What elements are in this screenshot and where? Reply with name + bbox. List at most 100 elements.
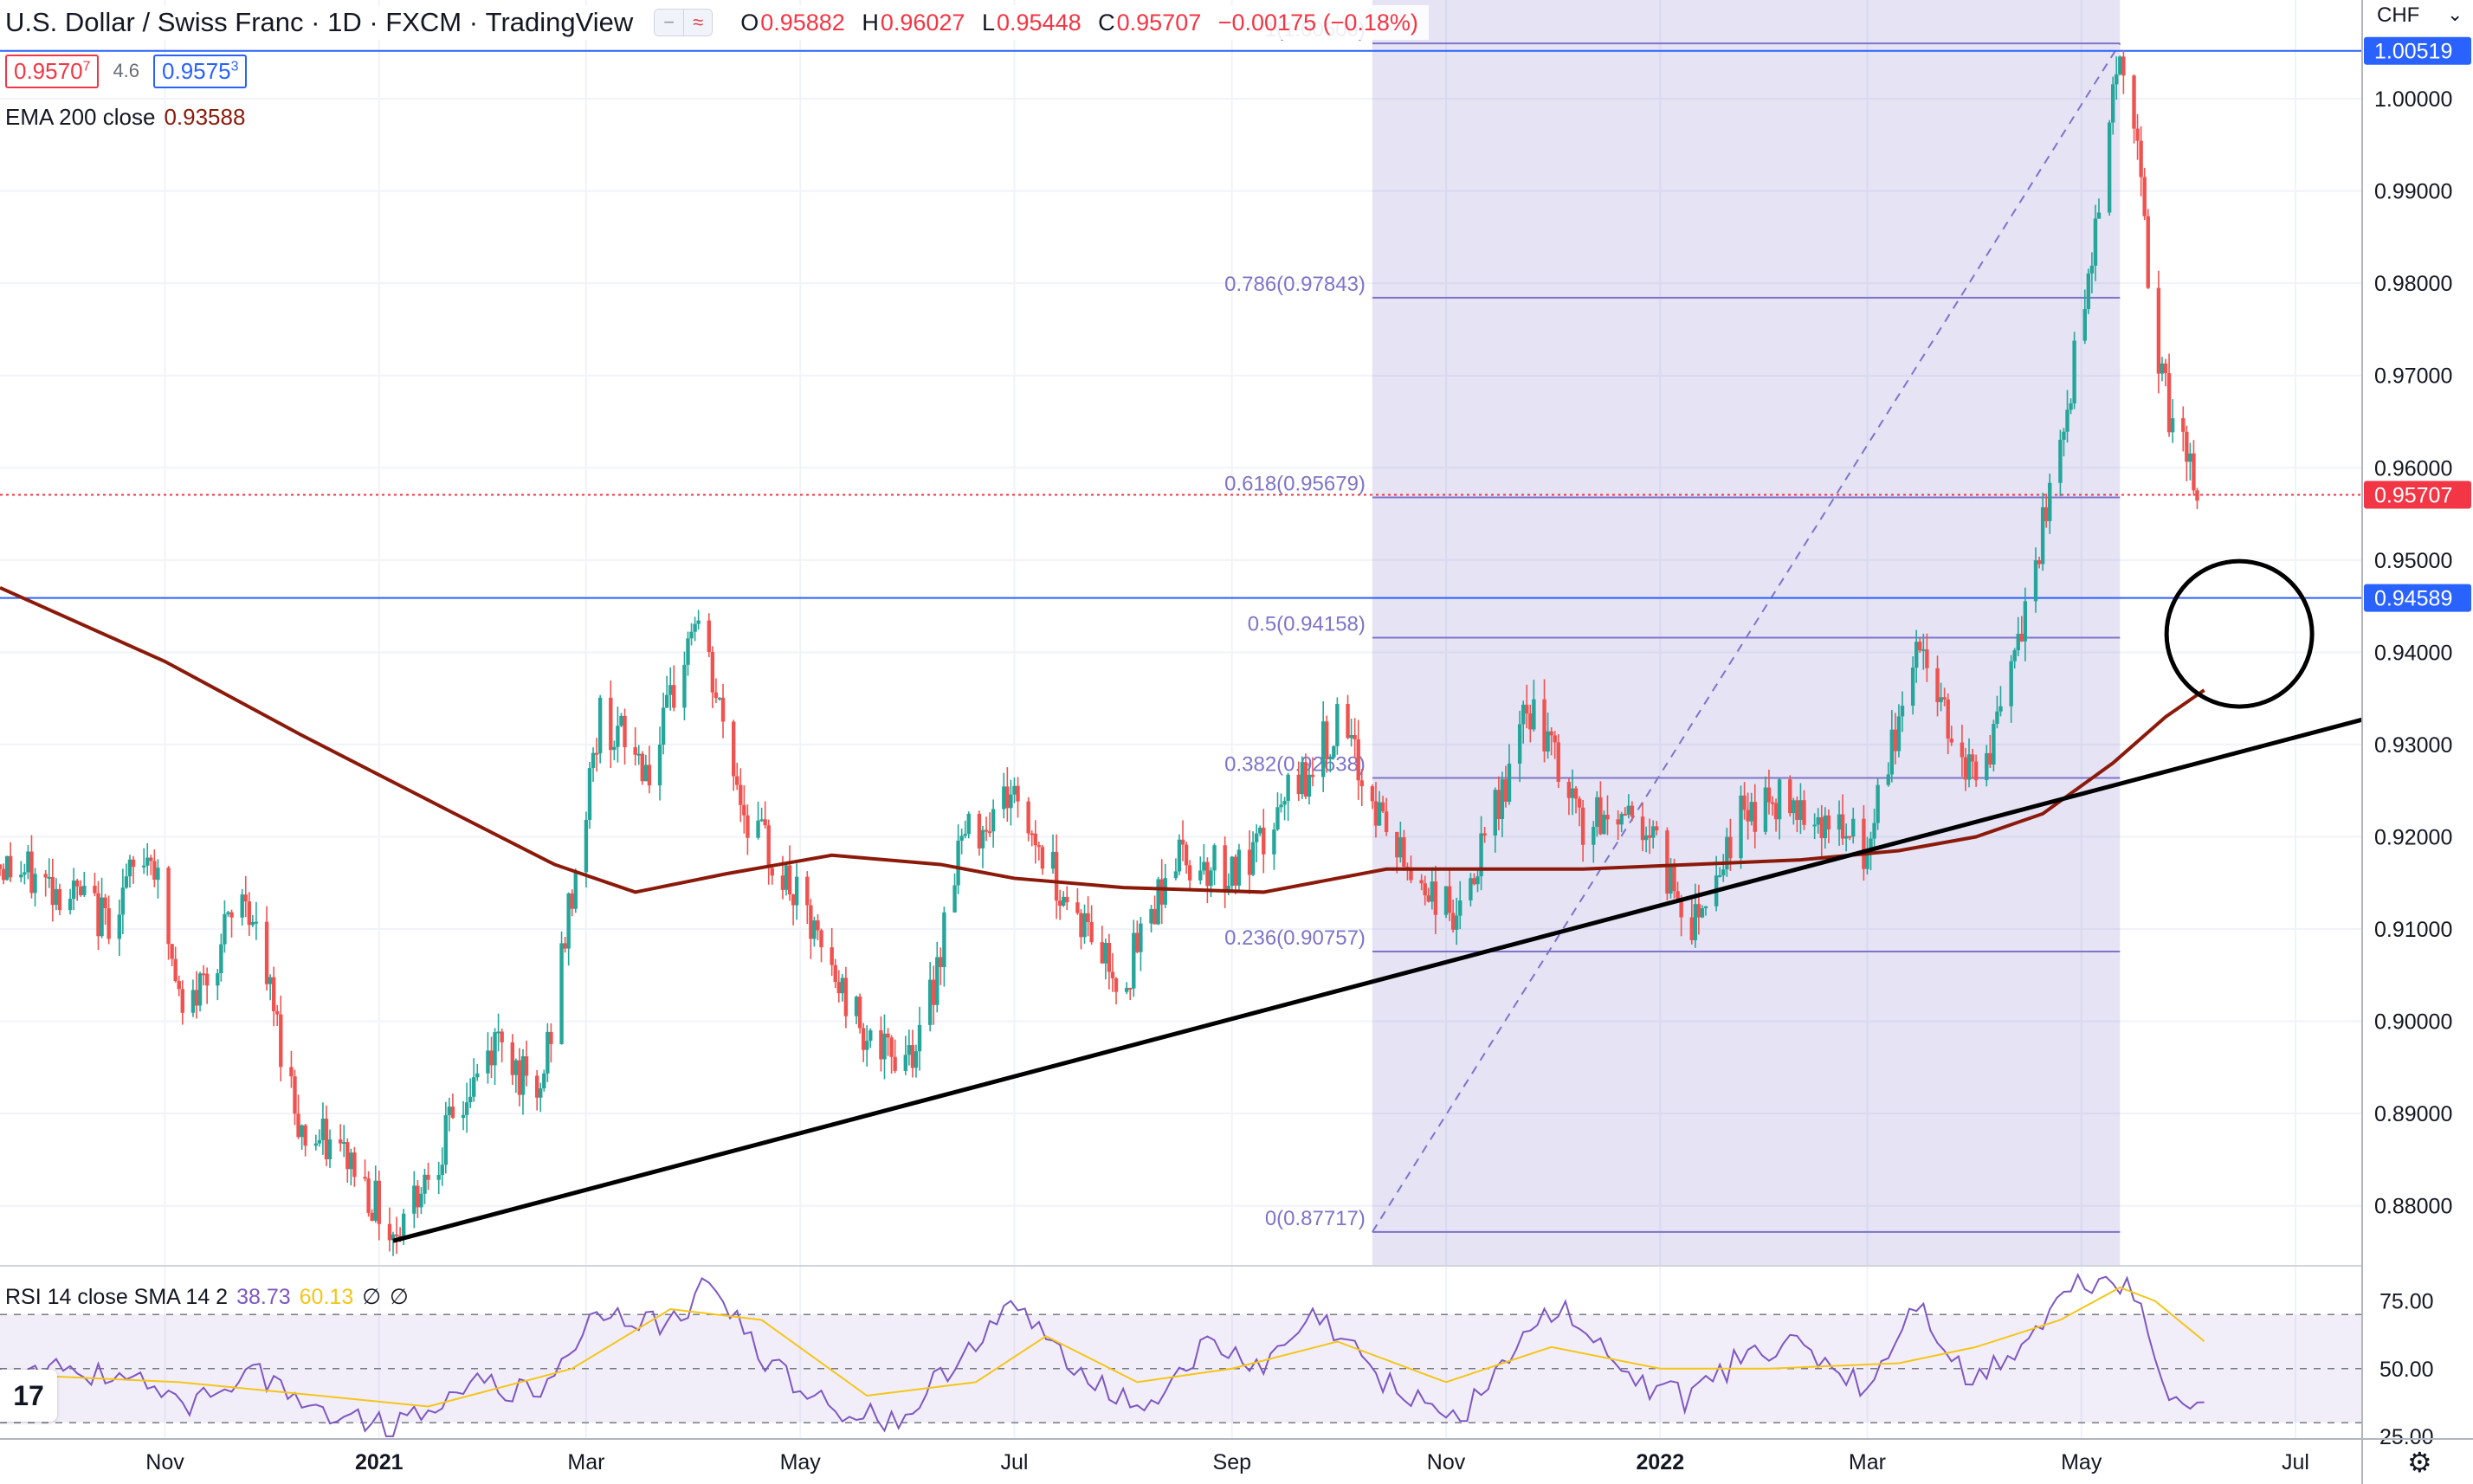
time-tick-label: Jul [1000, 1450, 1028, 1474]
fib-range-shade [1372, 0, 2121, 1266]
candle-up [1009, 794, 1013, 809]
candle-down [987, 831, 992, 834]
ema-legend[interactable]: EMA 200 close 0.93588 [5, 104, 245, 131]
candle-down [932, 979, 936, 1005]
candle-down [1296, 774, 1301, 795]
candle-down [1770, 802, 1775, 804]
wave-icon[interactable]: ≈ [683, 10, 713, 35]
candle-down [279, 1014, 283, 1068]
candle-up [542, 1073, 546, 1088]
currency-label[interactable]: CHF [2377, 3, 2420, 27]
candle-down [910, 1045, 915, 1068]
candle-up [317, 1139, 322, 1144]
candle-up [2062, 431, 2066, 440]
time-tick-label: 2022 [1636, 1450, 1684, 1474]
candle-down [416, 1185, 420, 1208]
fib-level-label: 0.236(0.90757) [1224, 926, 1366, 950]
candle-down [977, 813, 982, 848]
candle-up [1209, 870, 1213, 887]
candle-down [152, 861, 157, 881]
candle-up [1226, 886, 1230, 893]
candle-up [1177, 839, 1182, 872]
candle-up [966, 813, 971, 835]
candle-down [1795, 800, 1799, 820]
candle-down [1419, 880, 1424, 884]
candle-down [363, 1177, 367, 1179]
candle-up [2033, 560, 2038, 602]
candle-down [1433, 881, 1438, 915]
price-tag-label: 1.00519 [2374, 40, 2452, 64]
candle-up [2111, 84, 2115, 123]
symbol-header: U.S. Dollar / Swiss Franc · 1D · FXCM · … [5, 5, 1429, 40]
candle-down [397, 1236, 403, 1238]
candle-down [1100, 942, 1104, 964]
candle-down [791, 894, 796, 906]
candle-down [1135, 932, 1140, 952]
candle-up [756, 820, 760, 838]
candle-down [1935, 668, 1940, 702]
symbol-name[interactable]: U.S. Dollar / Swiss Franc [5, 7, 304, 37]
candle-up [475, 1073, 480, 1078]
candle-up [696, 620, 701, 624]
candle-up [619, 715, 623, 726]
chevron-down-icon[interactable]: ⌄ [2447, 3, 2463, 25]
change-value: −0.00175 (−0.18%) [1217, 9, 1418, 35]
candle-down [1556, 742, 1560, 783]
candle-up [2065, 410, 2069, 432]
candle-down [1223, 845, 1227, 893]
candle-down [1086, 913, 1090, 922]
candle-down [2135, 128, 2140, 141]
fib-level-label: 0.5(0.94158) [1248, 613, 1366, 636]
candle-down [489, 1050, 494, 1066]
candle-up [2048, 482, 2052, 521]
spread-value: 4.6 [113, 60, 140, 81]
candle-down [500, 1031, 504, 1042]
tradingview-logo-icon[interactable]: 17 [0, 1370, 57, 1422]
candle-down [1862, 818, 1866, 869]
buy-price-box[interactable]: 0.95753 [153, 54, 248, 88]
candle-up [1479, 833, 1483, 877]
candle-down [180, 989, 184, 1013]
candle-down [2166, 373, 2172, 433]
candle-up [1443, 886, 1449, 915]
rsi-legend[interactable]: RSI 14 close SMA 14 2 38.73 60.13 ∅ ∅ [5, 1285, 409, 1309]
candle-down [1566, 782, 1572, 798]
candle-down [271, 977, 276, 1011]
candle-down [29, 851, 34, 894]
candle-down [861, 1028, 866, 1050]
eye-icon[interactable]: − [655, 10, 684, 35]
interval[interactable]: 1D [327, 7, 362, 37]
gear-icon[interactable]: ⚙ [2407, 1447, 2432, 1478]
candle-up [1792, 800, 1796, 814]
candle-down [1925, 649, 1929, 668]
candle-down [1647, 835, 1652, 838]
ema-legend-value: 0.93588 [164, 104, 246, 130]
candle-up [391, 1234, 396, 1241]
ema-legend-label: EMA 200 close [5, 104, 156, 130]
candle-down [2139, 140, 2143, 177]
sell-price-box[interactable]: 0.95707 [5, 54, 100, 88]
candle-up [1798, 800, 1803, 820]
candle-up [486, 1050, 490, 1074]
candle-down [1788, 779, 1792, 814]
candle-down [0, 864, 3, 869]
candle-down [1450, 913, 1456, 930]
candle-up [661, 707, 666, 745]
candle-down [1353, 735, 1357, 739]
candle-down [177, 981, 181, 990]
candle-up [240, 894, 244, 918]
candle-down [1623, 814, 1627, 816]
price-tag-label: 0.95707 [2374, 483, 2452, 507]
candle-down [707, 620, 712, 652]
candle-down [1766, 787, 1772, 803]
candle-up [1250, 842, 1256, 875]
candle-down [1180, 839, 1185, 845]
candle-down [843, 978, 849, 1016]
candle-down [1553, 735, 1557, 743]
candle-up [47, 876, 51, 879]
candle-up [1279, 804, 1283, 808]
horizontal-lines [0, 49, 2362, 599]
candle-down [1030, 833, 1034, 836]
candle-up [1812, 824, 1817, 827]
